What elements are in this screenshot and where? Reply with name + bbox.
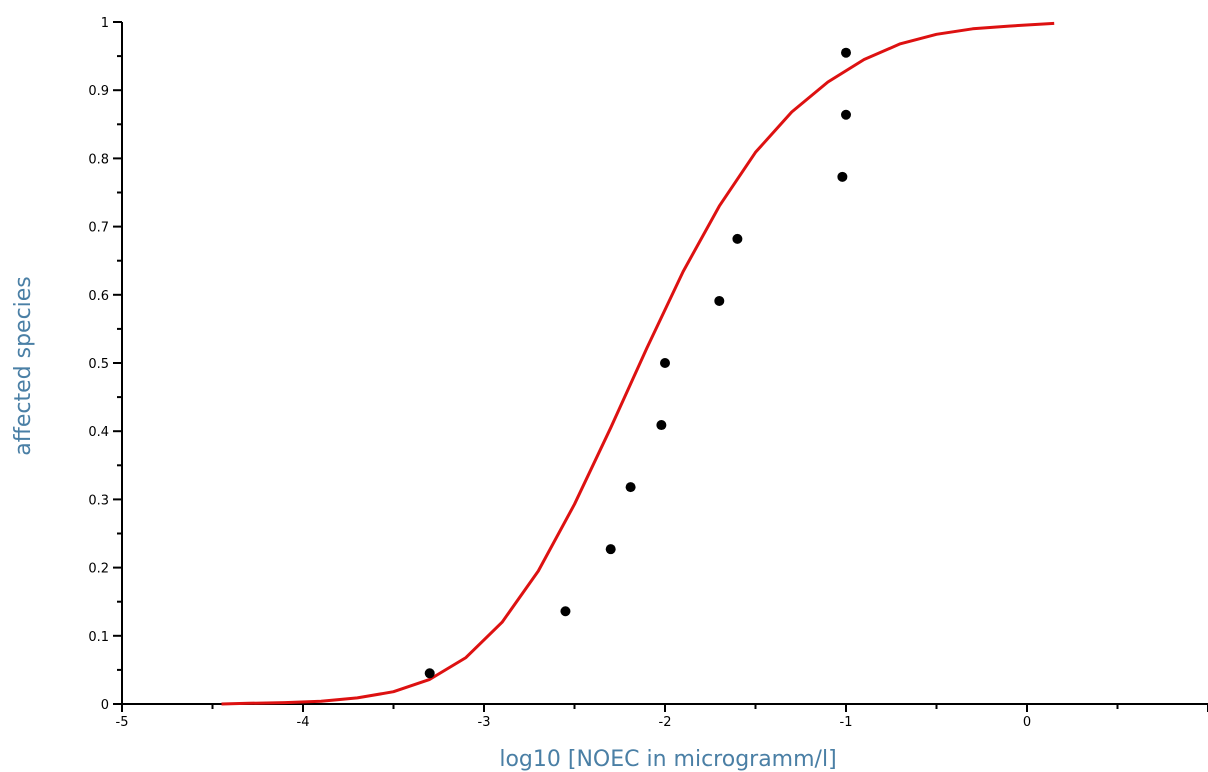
y-tick-label: 0.1	[88, 630, 109, 645]
x-axis-title: log10 [NOEC in microgramm/l]	[499, 747, 836, 772]
y-tick-label: 0.2	[88, 562, 109, 577]
x-tick-label: -2	[659, 715, 672, 730]
data-point	[714, 295, 725, 306]
y-tick-label: 0.9	[88, 84, 109, 99]
data-point	[841, 109, 851, 120]
y-tick-label: 0.6	[88, 289, 109, 304]
y-tick-label: 0.4	[88, 425, 109, 440]
data-point	[605, 544, 616, 555]
fit-curve-layer	[221, 21, 1055, 706]
y-tick-label: 0.7	[88, 221, 109, 236]
data-point	[560, 606, 571, 617]
x-tick-label: -1	[840, 715, 853, 730]
x-tick-label: -3	[478, 715, 491, 730]
y-tick-label: 0.3	[88, 493, 109, 508]
y-axis-ticks: 0 0.1 0.2 0.3 0.4 0.5 0.6 0.7 0.8 0.9 1	[88, 16, 122, 713]
x-tick-label: -5	[116, 715, 129, 730]
data-point	[732, 233, 743, 244]
data-point	[625, 482, 636, 493]
data-point	[424, 668, 435, 679]
data-point	[837, 171, 848, 182]
data-point	[841, 47, 851, 58]
x-tick-label: -4	[297, 715, 310, 730]
data-points-layer	[424, 47, 851, 679]
data-point	[660, 358, 670, 368]
x-axis-ticks: -5 -4 -3 -2 -1 0	[116, 704, 1208, 730]
y-tick-label: 0.5	[88, 357, 109, 372]
y-tick-label: 0.8	[88, 152, 109, 167]
y-tick-label: 0	[101, 698, 109, 713]
x-tick-label: 0	[1023, 715, 1031, 730]
y-tick-label: 1	[101, 16, 109, 31]
data-point	[656, 420, 667, 431]
fit-curve	[221, 21, 1055, 706]
y-axis-title: affected species	[11, 276, 36, 456]
